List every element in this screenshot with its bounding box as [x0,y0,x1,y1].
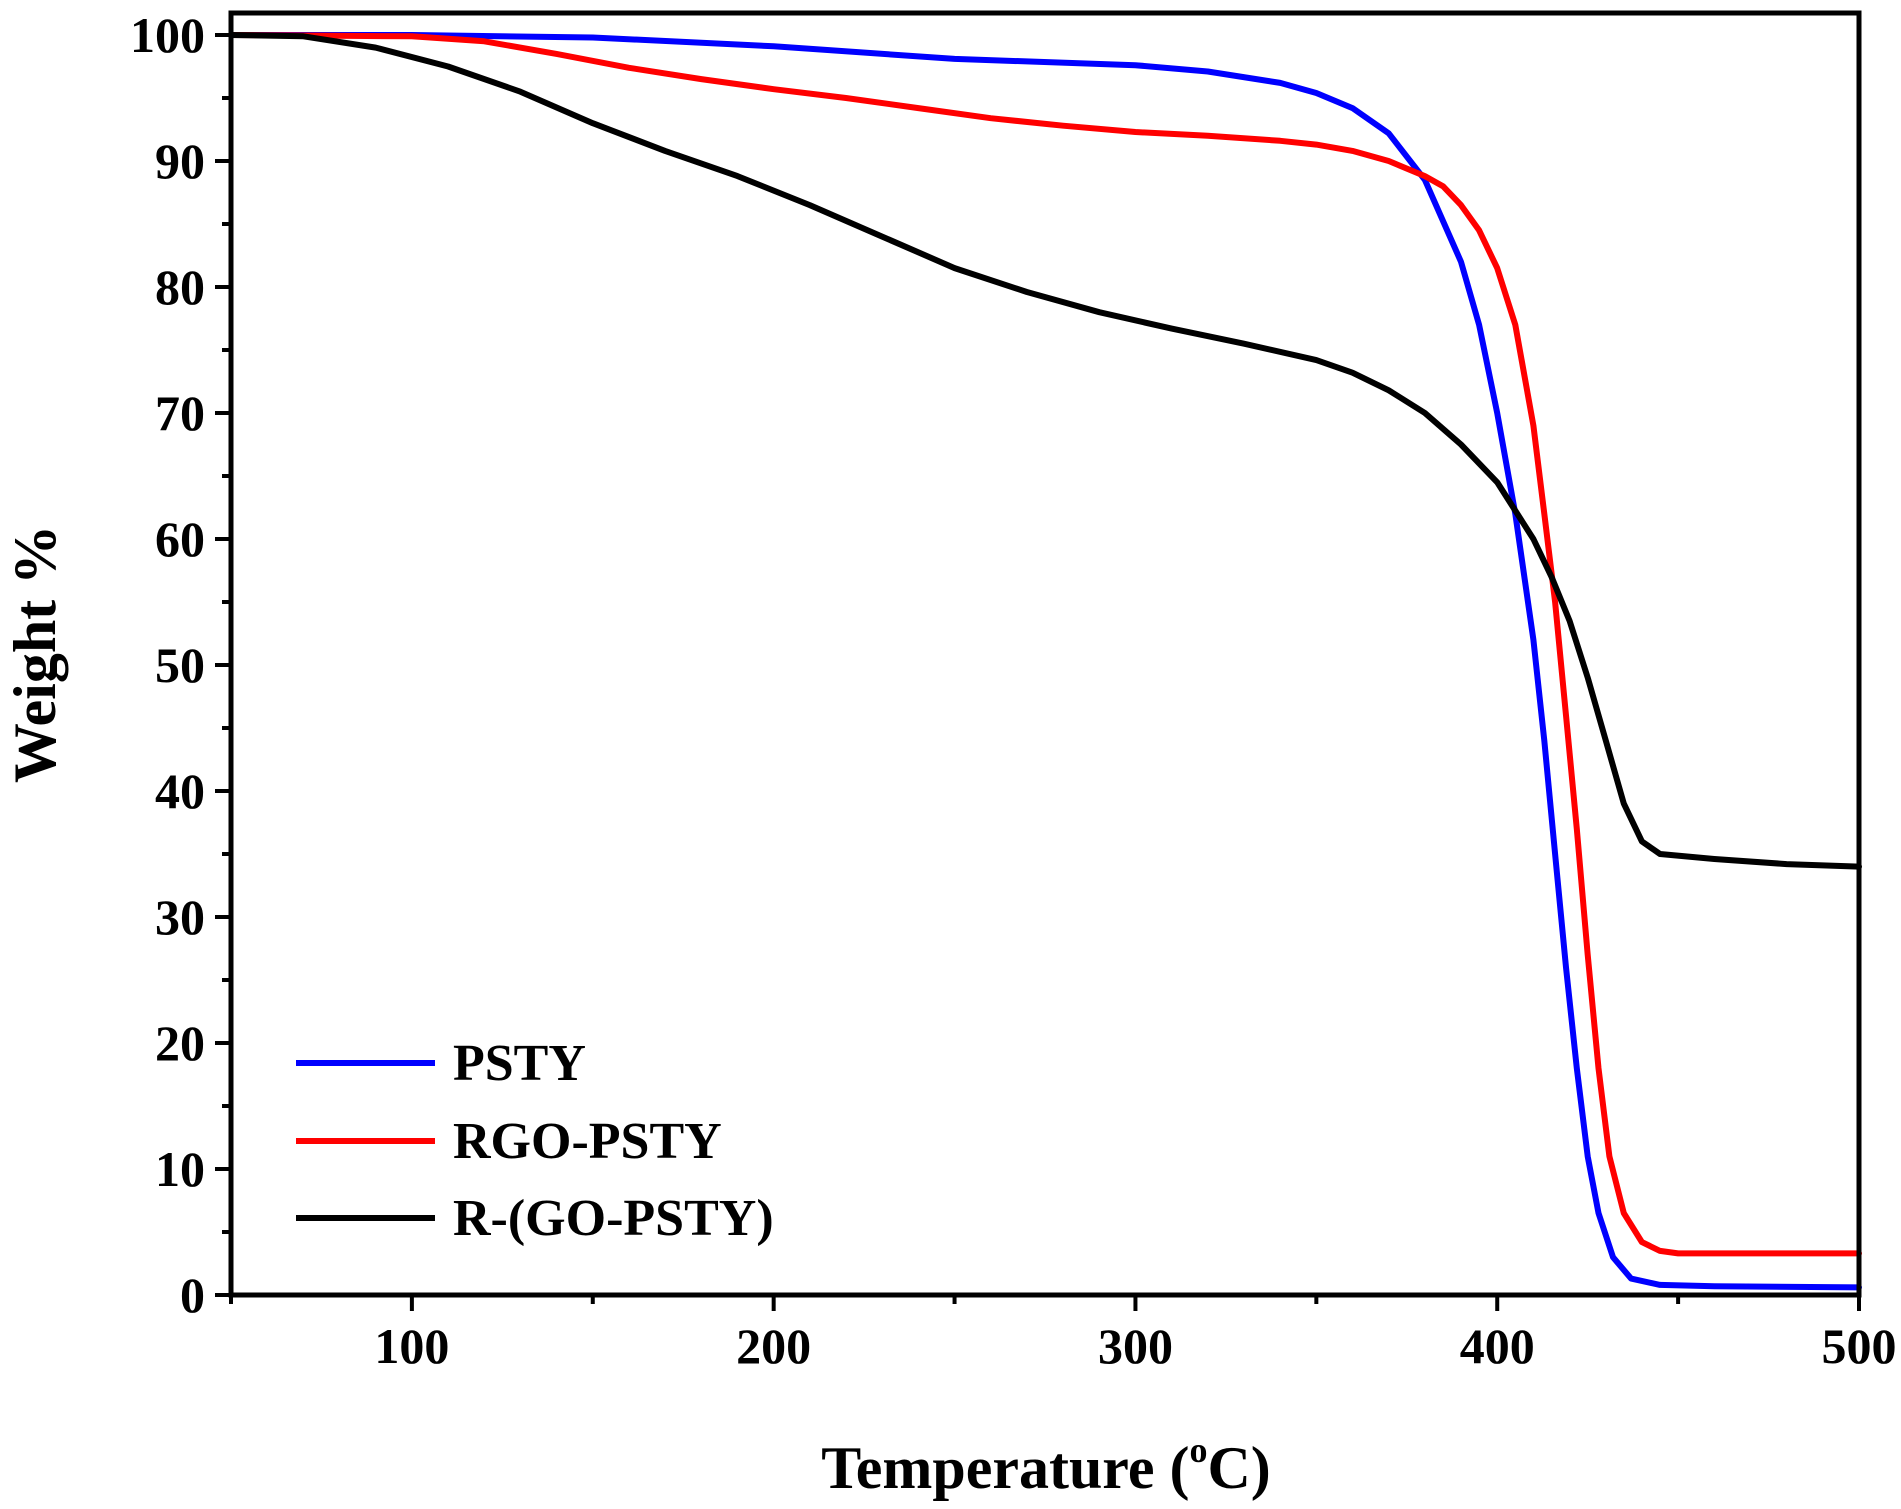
x-axis-title: Temperature (oC) [821,1430,1271,1501]
y-tick-label-80: 80 [155,259,205,315]
y-axis-title: Weight % [2,525,68,783]
x-tick-label-300: 300 [1098,1318,1173,1374]
x-axis-title-main: Temperature ( [821,1435,1189,1501]
y-tick-label-10: 10 [155,1141,205,1197]
legend-label-psty: PSTY [453,1035,586,1092]
x-tick-label-100: 100 [374,1318,449,1374]
series-line-rgo-psty [228,32,1862,1257]
x-tick-label-200: 200 [736,1318,811,1374]
y-tick-label-40: 40 [155,763,205,819]
x-axis-title-unit: C) [1207,1435,1270,1501]
legend-label-r-go-psty: R-(GO-PSTY) [453,1190,774,1247]
y-tick-label-20: 20 [155,1015,205,1071]
series-layer [228,32,1862,1291]
x-tick-label-500: 500 [1822,1318,1897,1374]
y-tick-label-30: 30 [155,889,205,945]
x-axis-title-degree: o [1189,1430,1207,1470]
plot-frame [228,10,1862,1298]
y-tick-label-100: 100 [130,7,205,63]
tick-layer: 0 10 20 30 40 50 60 70 80 90 100 100 200 300 400 500 [130,7,1897,1374]
series-line-r-go-psty [228,32,1862,870]
y-tick-label-70: 70 [155,385,205,441]
series-line-psty [228,32,1862,1291]
y-tick-label-50: 50 [155,637,205,693]
legend-label-rgo-psty: RGO-PSTY [453,1113,722,1170]
legend: PSTY RGO-PSTY R-(GO-PSTY) [296,1035,774,1247]
y-tick-label-60: 60 [155,511,205,567]
y-tick-label-90: 90 [155,133,205,189]
y-tick-label-0: 0 [180,1267,205,1323]
x-tick-label-400: 400 [1460,1318,1535,1374]
